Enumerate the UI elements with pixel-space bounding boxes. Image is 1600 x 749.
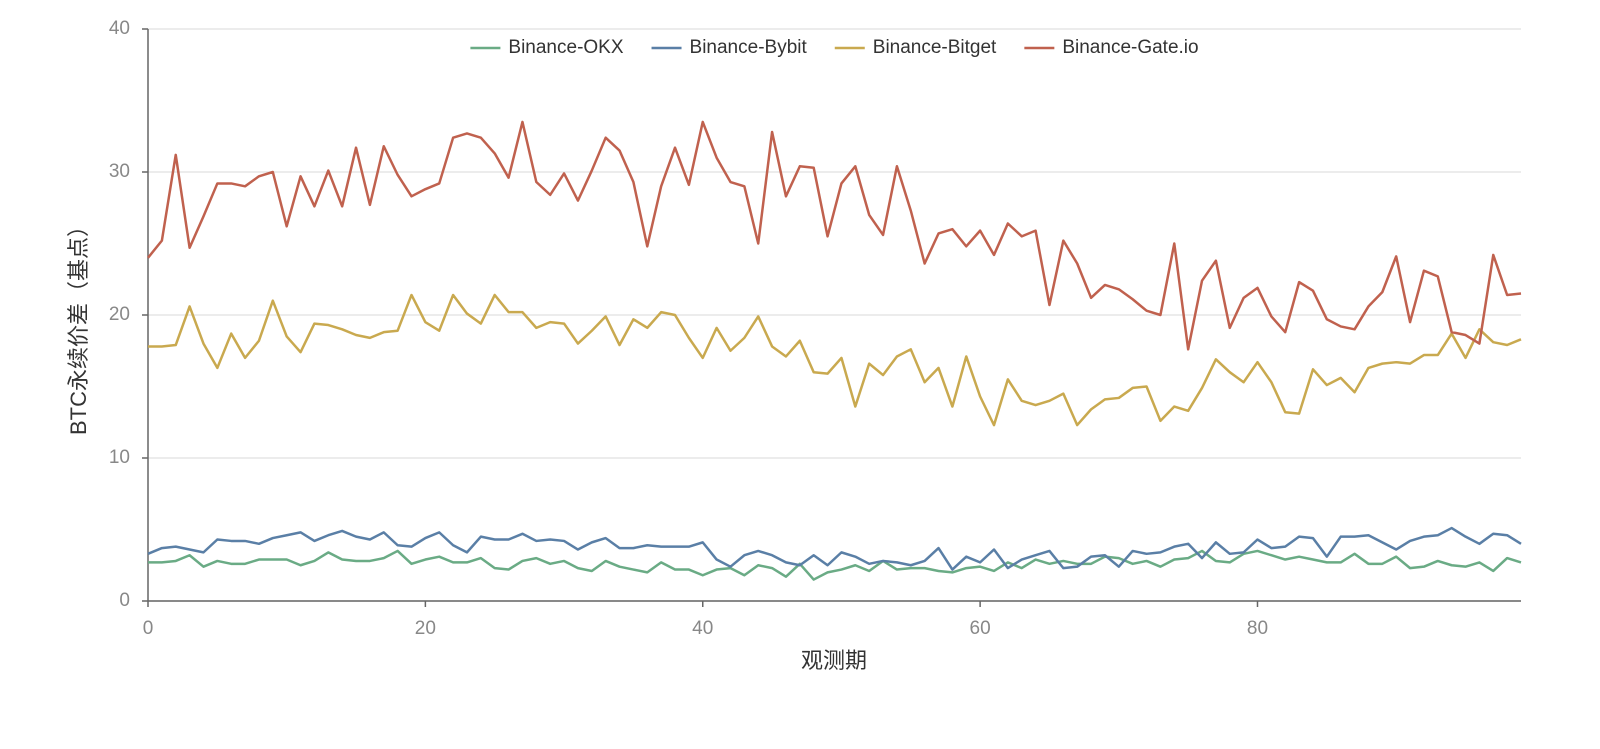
x-axis-title: 观测期 <box>801 648 867 673</box>
x-tick-label: 0 <box>143 618 154 639</box>
series-line <box>147 120 1522 351</box>
legend-label: Binance-OKX <box>508 37 623 58</box>
legend-label: Binance-Bybit <box>690 37 808 58</box>
y-tick-label: 20 <box>109 304 130 325</box>
x-tick-label: 60 <box>970 618 991 639</box>
y-tick-label: 40 <box>109 18 130 39</box>
y-axis-title: BTC永续价差（基点） <box>66 215 91 435</box>
x-tick-label: 80 <box>1247 618 1268 639</box>
x-tick-label: 20 <box>415 618 436 639</box>
legend-label: Binance-Bitget <box>873 37 997 58</box>
series-line <box>147 526 1522 571</box>
legend-label: Binance-Gate.io <box>1062 37 1198 58</box>
series-line <box>148 549 1522 581</box>
x-tick-label: 40 <box>692 618 713 639</box>
y-tick-label: 30 <box>109 161 130 182</box>
series-line <box>148 293 1522 427</box>
y-tick-label: 10 <box>109 447 130 468</box>
y-tick-label: 0 <box>119 590 130 611</box>
